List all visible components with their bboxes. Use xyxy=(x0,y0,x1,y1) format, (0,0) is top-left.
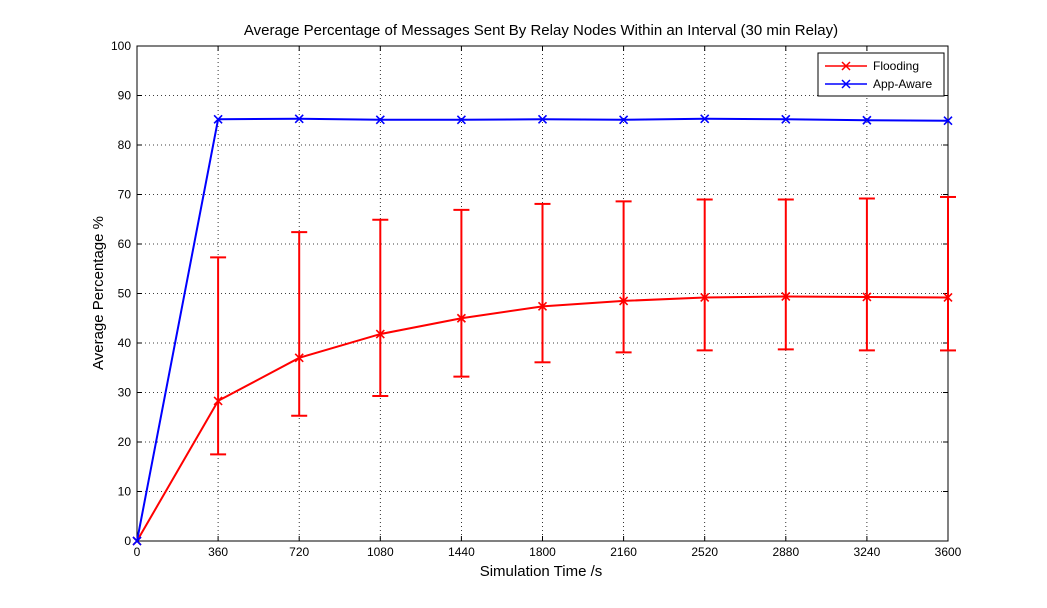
y-tick-label: 20 xyxy=(118,435,132,449)
data-point xyxy=(781,114,791,124)
y-tick-label: 80 xyxy=(118,138,132,152)
data-point xyxy=(700,292,710,303)
legend-label-flooding: Flooding xyxy=(873,59,919,73)
x-tick-label: 2880 xyxy=(772,545,799,559)
y-tick-label: 90 xyxy=(118,89,132,103)
x-tick-label: 3240 xyxy=(854,545,881,559)
data-point xyxy=(862,115,872,125)
y-tick-label: 0 xyxy=(124,534,131,548)
x-tick-label: 1080 xyxy=(367,545,394,559)
y-axis-label: Average Percentage % xyxy=(90,216,107,370)
x-tick-label: 1440 xyxy=(448,545,475,559)
x-tick-label: 2520 xyxy=(691,545,718,559)
data-point xyxy=(862,292,872,302)
data-point xyxy=(132,536,142,546)
data-point xyxy=(456,115,466,125)
y-tick-label: 10 xyxy=(118,485,132,499)
data-point xyxy=(294,353,304,363)
y-tick-label: 70 xyxy=(118,188,132,202)
data-point xyxy=(943,116,953,126)
data-series xyxy=(132,114,956,546)
data-point xyxy=(456,313,466,323)
data-point xyxy=(943,292,953,303)
y-tick-label: 30 xyxy=(118,386,132,400)
legend: Flooding App-Aware xyxy=(817,52,945,97)
data-point xyxy=(781,291,791,302)
chart-title: Average Percentage of Messages Sent By R… xyxy=(244,22,838,39)
data-point xyxy=(700,114,710,124)
legend-marker-app-aware xyxy=(841,79,851,89)
x-tick-label: 1800 xyxy=(529,545,556,559)
data-point xyxy=(213,114,223,124)
x-tick-label: 3600 xyxy=(935,545,962,559)
x-axis-label: Simulation Time /s xyxy=(480,563,603,580)
x-tick-label: 2160 xyxy=(610,545,637,559)
y-tick-label: 100 xyxy=(111,39,131,53)
y-tick-label: 60 xyxy=(118,237,132,251)
data-point xyxy=(375,115,385,125)
data-point xyxy=(294,114,304,124)
data-point xyxy=(537,301,548,311)
data-point xyxy=(619,296,629,306)
data-point xyxy=(375,329,385,339)
series-app-aware xyxy=(132,114,953,546)
legend-label-app-aware: App-Aware xyxy=(873,77,932,91)
x-tick-label: 720 xyxy=(289,545,309,559)
axis-ticks: 0 360 720 1080 1440 1800 2160 2520 2880 3240 36000… xyxy=(111,39,962,559)
x-tick-label: 0 xyxy=(134,545,141,559)
legend-box xyxy=(817,52,945,97)
y-tick-label: 40 xyxy=(118,336,132,350)
series-flooding xyxy=(132,195,956,546)
data-point xyxy=(537,114,548,124)
grid xyxy=(137,46,948,541)
legend-marker-flooding xyxy=(841,61,851,71)
data-point xyxy=(213,396,223,406)
x-tick-label: 360 xyxy=(208,545,228,559)
y-tick-label: 50 xyxy=(118,287,132,301)
data-point xyxy=(619,115,629,125)
